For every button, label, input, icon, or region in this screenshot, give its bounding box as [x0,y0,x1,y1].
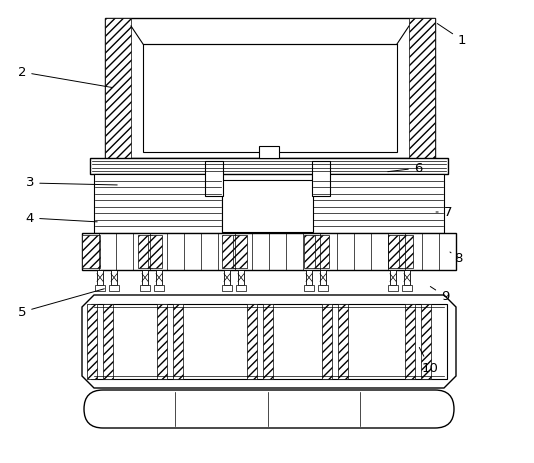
Bar [109,285,119,291]
Text: 10: 10 [419,347,438,375]
Bar [338,304,348,379]
Bar [315,235,329,268]
Bar [402,285,412,291]
Text: 9: 9 [430,287,449,302]
Bar [148,235,162,268]
Bar [399,235,413,268]
Text: 8: 8 [450,251,462,264]
Bar [82,235,100,268]
Bar [87,304,97,379]
Bar [259,146,279,158]
Bar [205,161,223,196]
Bar [304,285,314,291]
Bar [388,285,398,291]
Bar [312,174,444,233]
Bar [222,180,313,232]
Bar [143,44,397,152]
Bar [103,304,113,379]
Bar [140,285,150,291]
FancyBboxPatch shape [84,390,454,428]
Bar [90,158,448,174]
Bar [154,285,164,291]
Bar [95,285,105,291]
Bar [388,235,402,268]
Bar [97,270,103,285]
Bar [304,235,318,268]
Bar [233,235,247,268]
Text: 5: 5 [18,289,104,319]
Bar [222,285,232,291]
Text: 3: 3 [26,176,117,189]
Bar [157,304,167,379]
Bar [421,304,431,379]
Bar [94,174,222,233]
Bar [409,18,435,158]
Bar [312,161,330,196]
Text: 7: 7 [436,206,452,219]
Bar [238,270,244,285]
Bar [405,304,415,379]
Text: 4: 4 [26,212,97,225]
Bar [156,270,162,285]
Bar [320,270,326,285]
Text: 6: 6 [388,162,422,175]
Bar [306,270,312,285]
Bar [318,285,328,291]
Bar [91,304,447,379]
Bar [173,304,183,379]
Bar [105,18,435,158]
Polygon shape [82,295,456,388]
Bar [142,270,148,285]
Bar [263,304,273,379]
Bar [247,304,257,379]
Bar [224,270,230,285]
Bar [138,235,152,268]
Bar [390,270,396,285]
Text: 1: 1 [437,24,466,46]
Text: 2: 2 [18,65,112,88]
Bar [82,233,456,270]
Bar [105,18,131,158]
Bar [404,270,410,285]
Bar [322,304,332,379]
Bar [236,285,246,291]
Bar [111,270,117,285]
Bar [222,235,236,268]
